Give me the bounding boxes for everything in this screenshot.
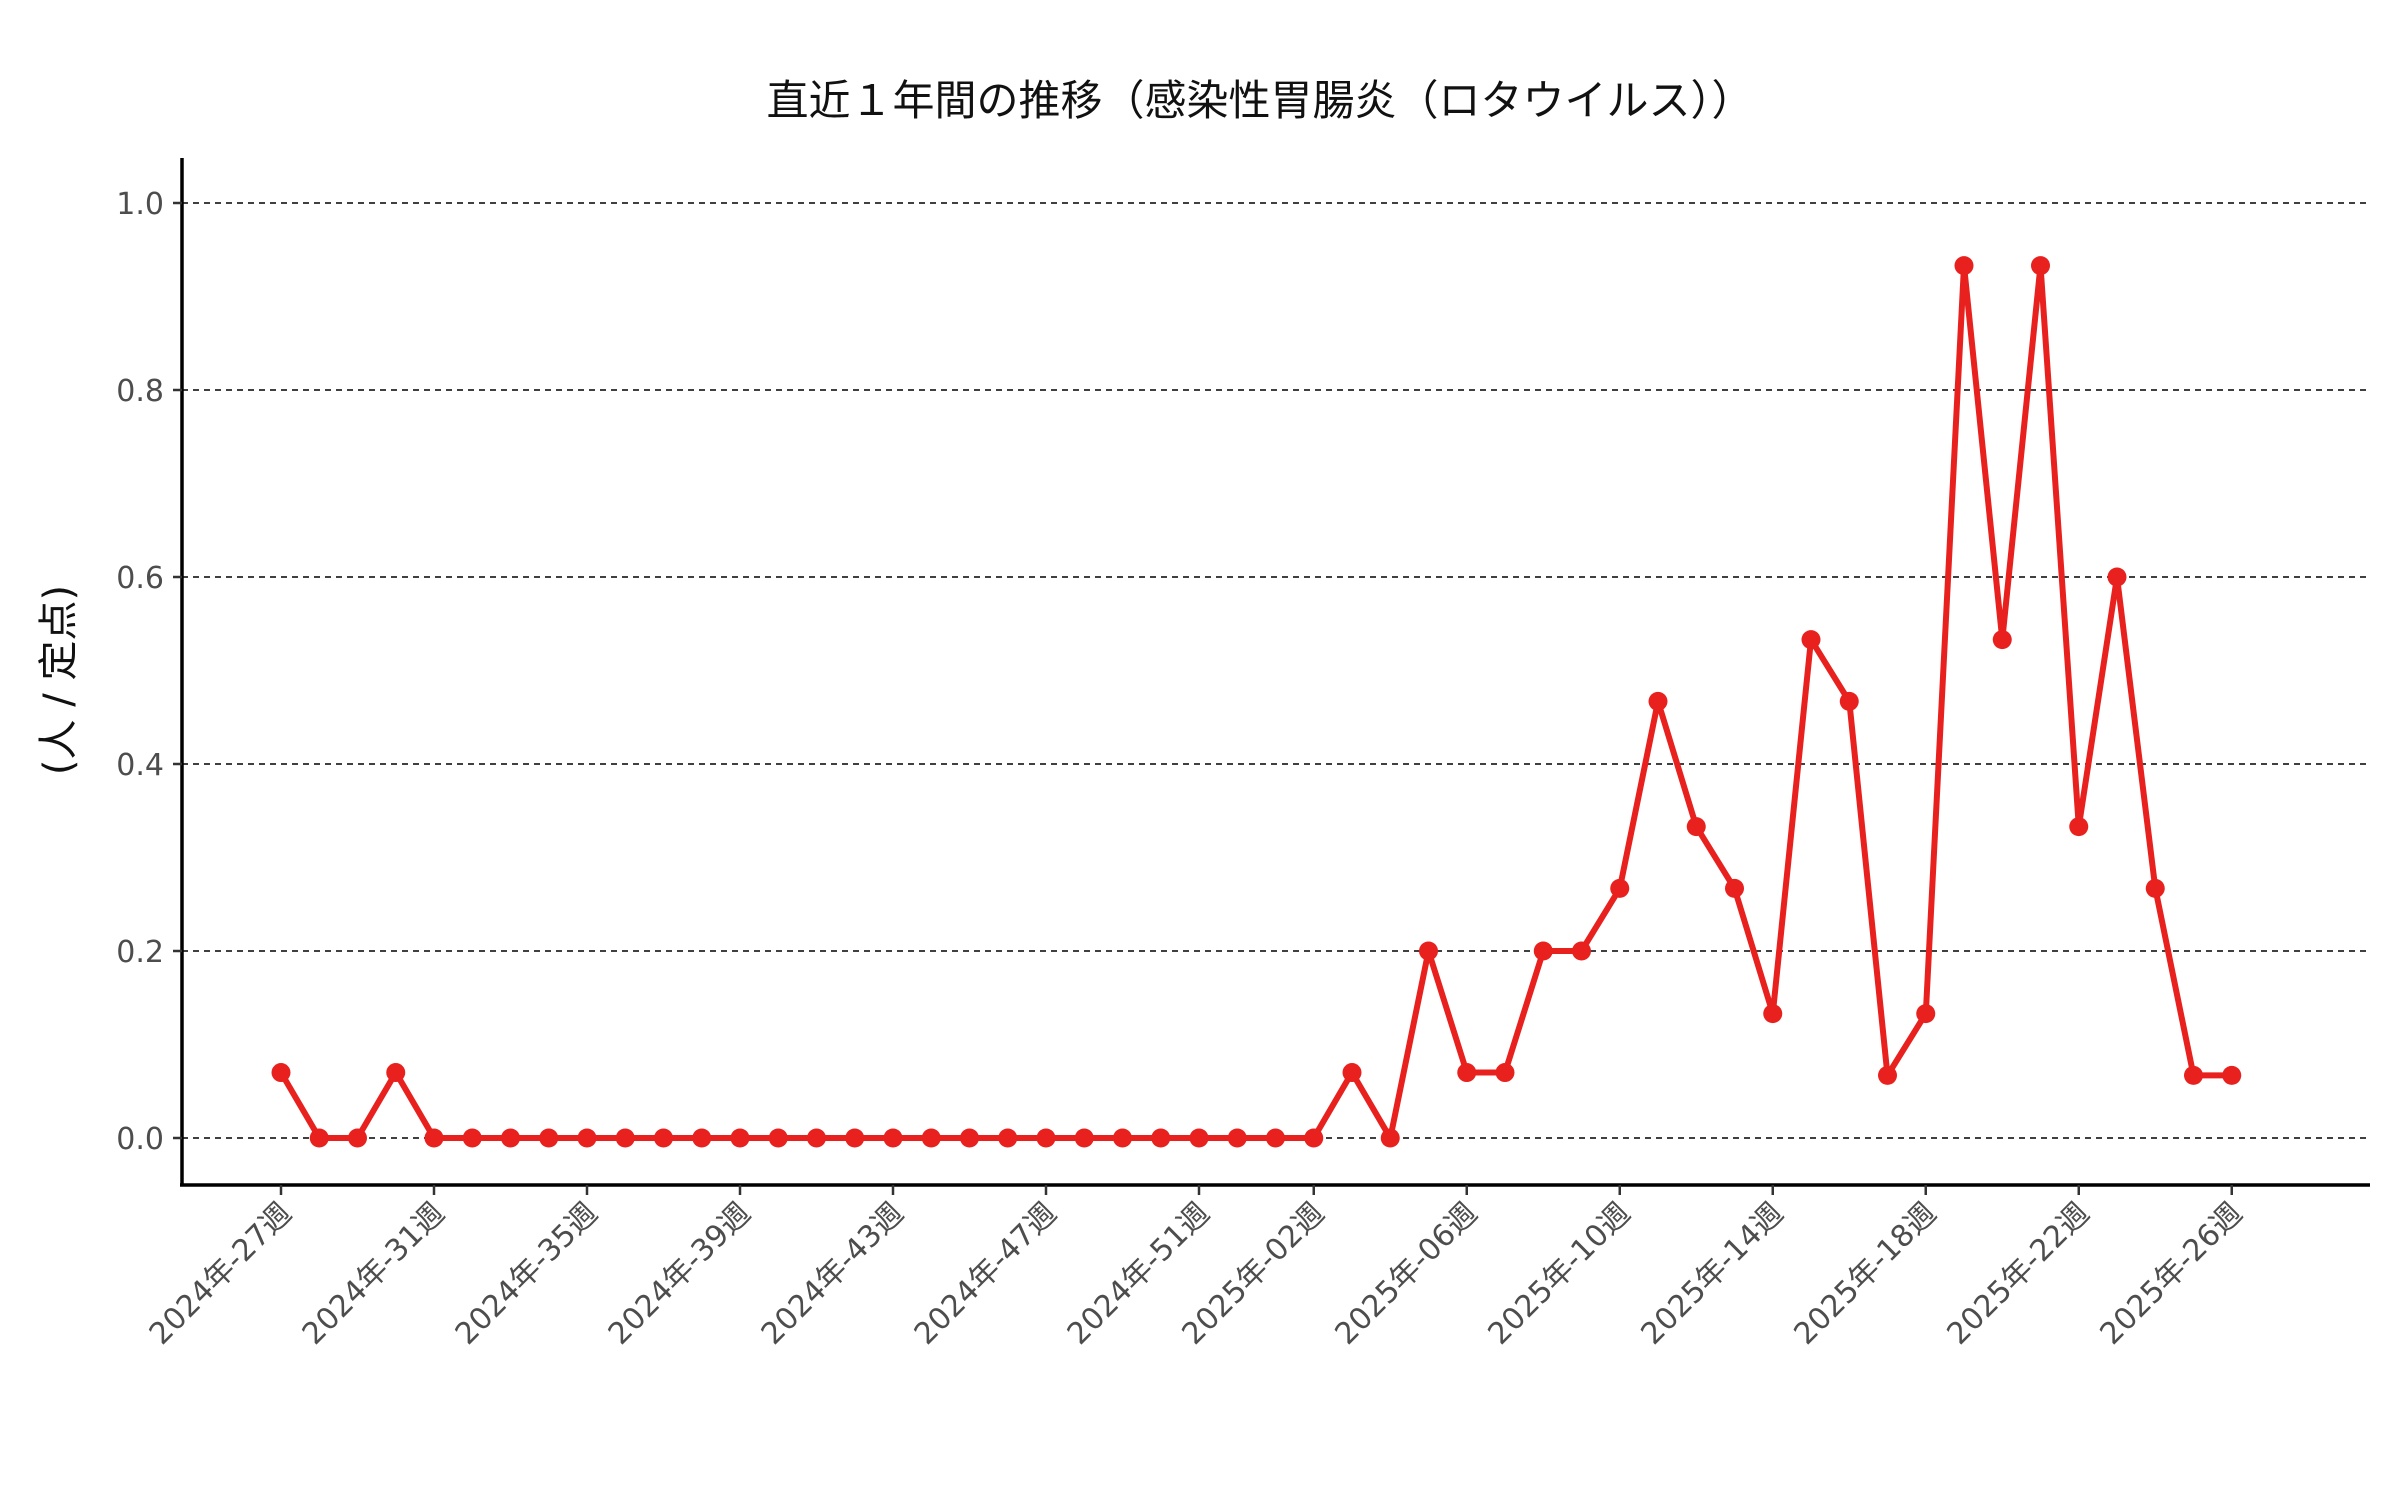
y-tick-label: 0.8: [116, 374, 164, 409]
data-point: [424, 1128, 444, 1148]
y-tick-label: 0.2: [116, 935, 164, 970]
x-tick-label: 2024年-39週: [602, 1196, 758, 1352]
data-point: [1495, 1063, 1515, 1083]
data-point: [1457, 1063, 1477, 1083]
data-point: [1916, 1004, 1936, 1024]
data-point: [1113, 1128, 1132, 1148]
data-point: [1151, 1128, 1171, 1148]
data-point: [845, 1128, 865, 1148]
data-point: [1380, 1128, 1400, 1148]
y-tick-label: 0.6: [116, 561, 164, 596]
data-point: [501, 1128, 520, 1148]
data-point: [1686, 817, 1706, 837]
data-point: [2107, 567, 2127, 587]
data-point: [1992, 630, 2012, 650]
data-point: [768, 1128, 788, 1148]
data-point: [1801, 630, 1821, 650]
data-point: [577, 1128, 597, 1148]
data-point: [998, 1128, 1018, 1148]
data-point: [1763, 1004, 1783, 1024]
data-point: [1610, 878, 1630, 898]
data-point: [654, 1128, 673, 1148]
data-point: [960, 1128, 979, 1148]
data-point: [271, 1063, 291, 1083]
series-line: [278, 262, 2235, 1141]
data-point: [2184, 1065, 2203, 1085]
x-tick-label: 2025年-22週: [1941, 1196, 2097, 1352]
data-point: [692, 1128, 712, 1148]
x-tick-label: 2024年-43週: [755, 1196, 911, 1352]
x-tick-label: 2024年-27週: [143, 1196, 299, 1352]
data-point: [539, 1128, 559, 1148]
data-point: [1227, 1128, 1247, 1148]
data-point: [1036, 1128, 1056, 1148]
data-point: [1954, 256, 1974, 276]
data-point: [309, 1128, 329, 1148]
x-tick-label: 2024年-31週: [296, 1196, 452, 1352]
data-point: [1304, 1128, 1324, 1148]
data-point: [386, 1063, 406, 1083]
x-ticks: 2024年-27週2024年-31週2024年-35週2024年-39週2024…: [143, 1185, 2250, 1352]
y-ticks: 0.0 0.2 0.4 0.6 0.8 1.0: [116, 187, 182, 1157]
axes: [180, 158, 2370, 1187]
chart-title: 直近１年間の推移（感染性胃腸炎（ロタウイルス））: [766, 76, 1753, 125]
y-axis-label: (人 / 定点): [36, 585, 82, 775]
data-point: [883, 1128, 903, 1148]
data-point: [348, 1128, 367, 1148]
y-tick-label: 0.0: [116, 1122, 164, 1157]
data-point: [1419, 941, 1438, 961]
x-tick-label: 2024年-47週: [908, 1196, 1064, 1352]
data-point: [1648, 691, 1668, 711]
data-point: [615, 1128, 635, 1148]
data-point: [1839, 691, 1859, 711]
data-point: [2031, 256, 2050, 276]
data-point: [1725, 878, 1744, 898]
data-point: [462, 1128, 482, 1148]
y-tick-label: 0.4: [116, 748, 164, 783]
x-tick-label: 2025年-06週: [1329, 1196, 1485, 1352]
data-point: [1266, 1128, 1285, 1148]
x-tick-label: 2025年-14週: [1635, 1196, 1791, 1352]
y-tick-label: 1.0: [116, 187, 164, 222]
data-point: [1074, 1128, 1094, 1148]
data-point: [807, 1128, 826, 1148]
gridlines: [182, 202, 2370, 1139]
data-point: [1533, 941, 1553, 961]
data-point: [1342, 1063, 1362, 1083]
data-point: [1189, 1128, 1209, 1148]
series-red: [271, 256, 2242, 1148]
data-point: [921, 1128, 941, 1148]
x-tick-label: 2025年-10週: [1482, 1196, 1638, 1352]
data-point: [730, 1128, 750, 1148]
data-point: [1572, 941, 1591, 961]
data-point: [1878, 1065, 1897, 1085]
x-tick-label: 2025年-26週: [2094, 1196, 2250, 1352]
x-tick-label: 2025年-18週: [1788, 1196, 1944, 1352]
data-point: [2145, 878, 2165, 898]
data-point: [2069, 817, 2089, 837]
data-point: [2222, 1065, 2242, 1085]
x-tick-label: 2024年-35週: [449, 1196, 605, 1352]
